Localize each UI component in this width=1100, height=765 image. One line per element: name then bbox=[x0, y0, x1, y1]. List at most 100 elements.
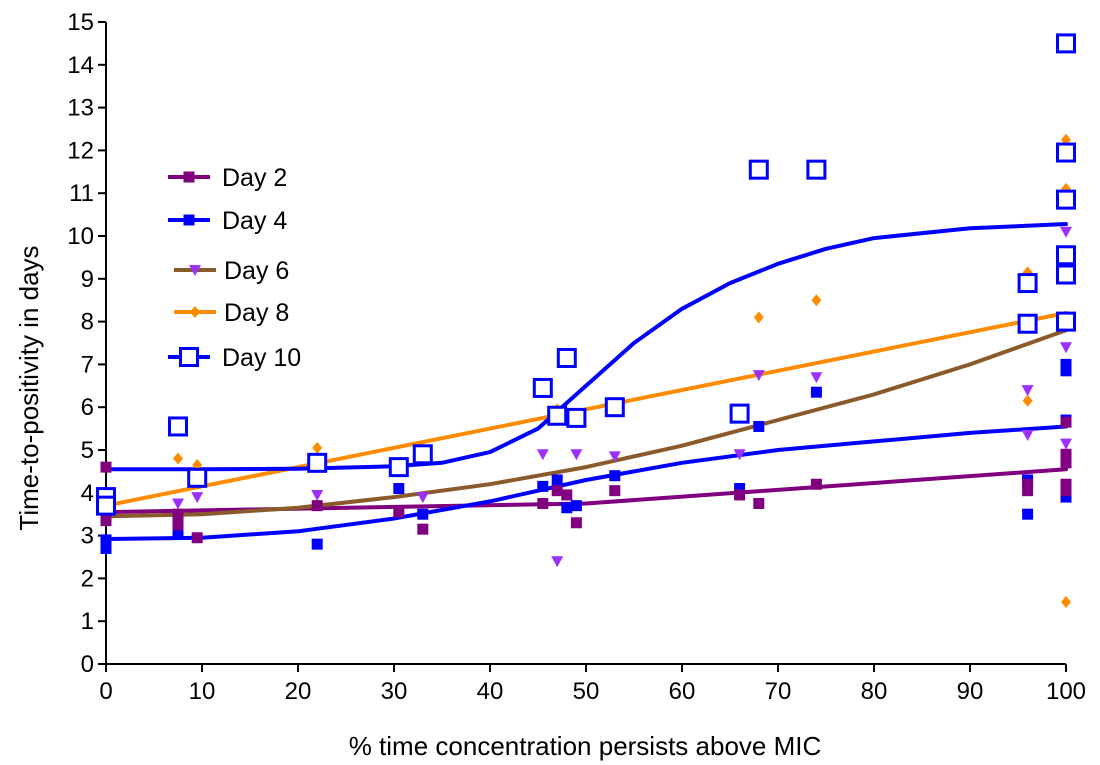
legend-item-day-4: Day 4 bbox=[168, 207, 287, 235]
day-8-point bbox=[753, 311, 764, 324]
x-tick-label: 40 bbox=[477, 678, 504, 705]
day-10-point bbox=[1056, 264, 1076, 285]
day-4-point bbox=[561, 502, 573, 514]
day-2-point bbox=[191, 532, 203, 544]
day-2-point bbox=[1060, 478, 1072, 490]
day-10-point bbox=[556, 347, 577, 368]
day-10-point bbox=[1056, 311, 1076, 332]
day-6-point bbox=[810, 372, 823, 384]
y-tick-label: 5 bbox=[81, 437, 94, 464]
day-2-point bbox=[1060, 485, 1072, 497]
day-4-point bbox=[100, 542, 112, 554]
day-4-point bbox=[1060, 365, 1072, 377]
y-tick-label: 15 bbox=[67, 9, 94, 36]
day-2-points bbox=[100, 416, 1072, 544]
day-4-point bbox=[417, 508, 429, 520]
day-6-point bbox=[1021, 430, 1034, 442]
day-4-point bbox=[537, 480, 549, 492]
day-4-fit-line bbox=[104, 424, 1068, 541]
x-tick-label: 50 bbox=[573, 678, 600, 705]
legend-label-day-6: Day 6 bbox=[224, 257, 289, 285]
day-2-point bbox=[172, 508, 184, 520]
day-2-point bbox=[1022, 485, 1034, 497]
day-10-point bbox=[1056, 33, 1076, 54]
day-6-point bbox=[551, 556, 564, 568]
day-2-point bbox=[609, 485, 621, 497]
y-tick-label: 8 bbox=[81, 309, 94, 336]
day-2-point bbox=[172, 519, 184, 531]
y-tick-label: 13 bbox=[67, 95, 94, 122]
day-2-point bbox=[1022, 478, 1034, 490]
day-4-point bbox=[1060, 358, 1072, 370]
axes: 0 10 20 30 40 50 60 70 80 90 100012345678910111213… bbox=[67, 9, 1086, 705]
x-tick-label: 10 bbox=[189, 678, 216, 705]
legend-label-day-4: Day 4 bbox=[222, 207, 287, 235]
x-tick-label: 60 bbox=[669, 678, 696, 705]
day-10-point bbox=[532, 377, 553, 398]
legend-marker-day-6 bbox=[189, 265, 201, 276]
day-10-point bbox=[806, 159, 827, 180]
day-10-point bbox=[168, 416, 188, 437]
day-2-point bbox=[393, 506, 405, 518]
day-4-point bbox=[393, 483, 405, 495]
y-tick-label: 0 bbox=[81, 651, 94, 678]
y-tick-label: 7 bbox=[81, 351, 94, 378]
day-4-point bbox=[609, 470, 621, 482]
day-4-point bbox=[551, 474, 563, 486]
y-tick-label: 9 bbox=[81, 266, 94, 293]
day-10-point bbox=[1056, 189, 1076, 210]
y-tick-label: 10 bbox=[67, 223, 94, 250]
x-tick-label: 0 bbox=[99, 678, 112, 705]
day-2-point bbox=[417, 523, 429, 535]
legend-label-day-8: Day 8 bbox=[224, 299, 289, 327]
legend-item-day-2: Day 2 bbox=[168, 164, 287, 192]
day-6-point bbox=[1060, 438, 1072, 450]
day-6-fit-line bbox=[104, 328, 1068, 519]
day-2-point bbox=[100, 461, 112, 473]
day-10-point bbox=[604, 397, 625, 418]
day-10-point bbox=[388, 457, 409, 478]
day-2-point bbox=[734, 489, 746, 501]
day-10-point bbox=[547, 405, 568, 426]
day-10-point bbox=[1056, 245, 1076, 266]
day-6-point bbox=[1060, 342, 1072, 354]
day-6-point bbox=[172, 498, 184, 510]
legend-item-day-8: Day 8 bbox=[174, 299, 289, 327]
legend-label-day-10: Day 10 bbox=[222, 344, 301, 372]
day-4-point bbox=[810, 386, 822, 398]
y-tick-label: 12 bbox=[67, 137, 94, 164]
day-4-point bbox=[1060, 491, 1072, 503]
legend-marker-day-2 bbox=[183, 171, 195, 183]
day-2-point bbox=[1060, 457, 1072, 469]
day-4-point bbox=[172, 525, 184, 537]
day-6-point bbox=[416, 492, 429, 504]
x-axis-title: % time concentration persists above MIC bbox=[349, 731, 822, 761]
day-4-point bbox=[100, 534, 112, 546]
day-6-point bbox=[311, 489, 324, 501]
day-8-points bbox=[173, 133, 1071, 608]
day-10-point bbox=[566, 407, 587, 428]
day-2-point bbox=[1060, 448, 1072, 460]
y-tick-label: 14 bbox=[67, 52, 94, 79]
day-6-point bbox=[191, 492, 204, 504]
day-10-points bbox=[96, 33, 1076, 516]
day-10-point bbox=[412, 444, 433, 465]
y-axis-title: Time-to-positivity in days bbox=[14, 245, 44, 530]
day-10-point bbox=[96, 495, 116, 516]
legend-label-day-2: Day 2 bbox=[222, 164, 287, 192]
day-8-point bbox=[173, 452, 183, 465]
day-4-point bbox=[311, 538, 323, 550]
day-10-point bbox=[748, 159, 769, 180]
legend-marker-day-4 bbox=[183, 214, 195, 226]
day-6-point bbox=[733, 449, 746, 461]
day-2-point bbox=[551, 485, 563, 497]
day-8-point bbox=[1022, 394, 1033, 407]
y-tick-label: 11 bbox=[69, 180, 94, 207]
x-tick-label: 20 bbox=[285, 678, 312, 705]
day-10-fit-line bbox=[104, 222, 1068, 472]
x-tick-label: 90 bbox=[957, 678, 984, 705]
legend-item-day-6: Day 6 bbox=[174, 257, 289, 285]
day-6-point bbox=[608, 451, 621, 463]
day-8-point bbox=[312, 441, 323, 454]
